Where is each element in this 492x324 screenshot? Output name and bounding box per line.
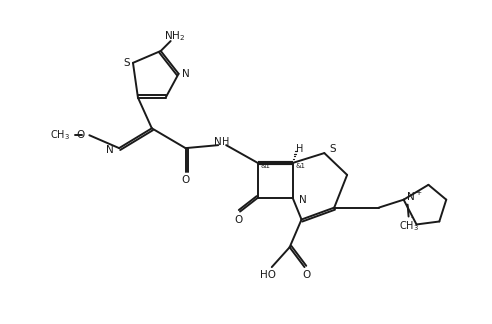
Text: CH$_3$: CH$_3$ [399,220,419,233]
Text: HO: HO [260,270,276,280]
Text: &1: &1 [296,163,306,169]
Text: N: N [182,69,189,79]
Text: N$^+$: N$^+$ [405,190,422,203]
Text: &1: &1 [261,163,271,169]
Text: N: N [215,137,222,147]
Text: M: M [411,217,412,218]
Text: S: S [329,144,336,154]
Text: O: O [182,175,189,185]
Text: CH$_3$: CH$_3$ [50,128,69,142]
Text: O: O [303,270,310,280]
Text: S: S [123,58,130,68]
Text: N: N [106,145,114,155]
Text: O: O [76,130,85,140]
Text: H: H [222,137,230,147]
Text: N: N [299,195,307,205]
Text: O: O [234,214,242,225]
Text: H: H [296,144,303,154]
Text: NH$_2$: NH$_2$ [164,29,185,43]
